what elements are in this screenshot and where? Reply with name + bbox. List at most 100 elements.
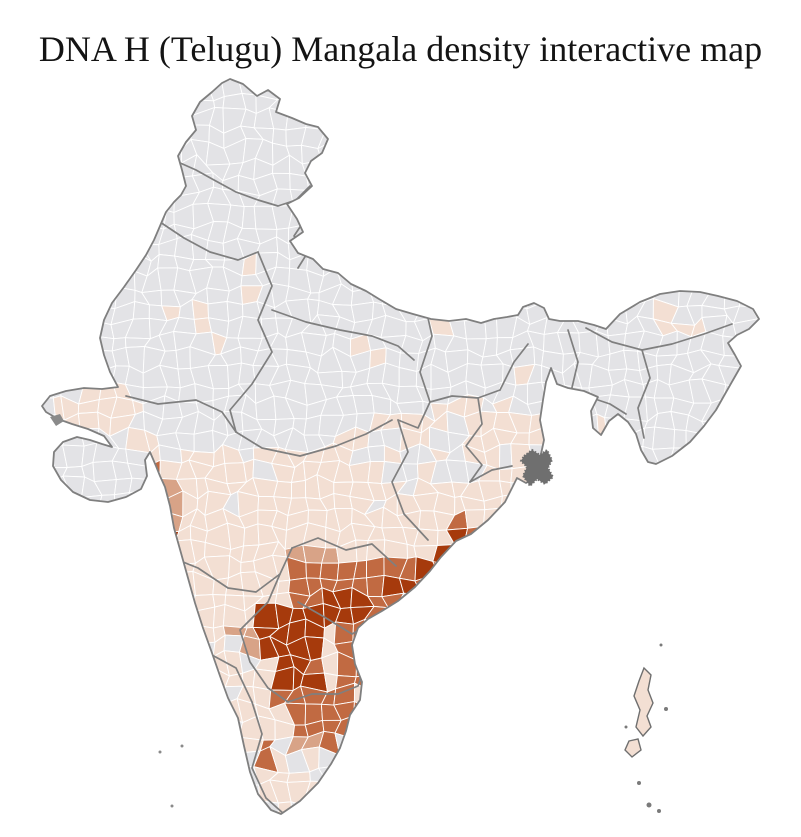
district-cell xyxy=(703,570,721,598)
island-dot[interactable] xyxy=(664,707,668,711)
district-cell xyxy=(752,594,759,610)
district-cell xyxy=(478,574,498,596)
district-cell xyxy=(557,174,581,196)
district-cell xyxy=(766,395,788,419)
district-cell xyxy=(524,527,547,548)
district-cell xyxy=(541,639,562,661)
district-cell xyxy=(574,752,593,770)
island-dot[interactable] xyxy=(659,643,663,647)
district-cell xyxy=(613,138,624,165)
district-cell xyxy=(766,172,783,190)
district-cell xyxy=(717,594,742,614)
district-cell xyxy=(688,779,710,799)
district-cell xyxy=(112,139,129,166)
district-cell xyxy=(606,766,628,790)
district-cell xyxy=(637,154,664,177)
district-cell xyxy=(785,588,799,613)
island-dot[interactable] xyxy=(646,802,652,808)
district-cell xyxy=(575,700,598,725)
district-cell xyxy=(62,751,86,774)
district-cell xyxy=(463,748,487,772)
islands[interactable] xyxy=(50,414,668,813)
district-cell xyxy=(686,747,711,771)
district-cell xyxy=(306,175,328,194)
district-cell xyxy=(557,641,580,661)
district-cell xyxy=(722,398,738,421)
district-cell xyxy=(349,107,369,134)
district-cell xyxy=(734,811,757,814)
district-cell xyxy=(732,705,759,726)
district-cell xyxy=(110,512,136,530)
district-cell xyxy=(749,267,759,291)
district-cell xyxy=(556,811,575,814)
island-dot[interactable] xyxy=(657,809,661,813)
district-cell xyxy=(444,224,466,245)
district-cell xyxy=(670,558,689,576)
district-cell xyxy=(144,143,165,166)
district-cell xyxy=(659,494,680,513)
lakshadweep-island-dot[interactable] xyxy=(170,804,174,808)
district-cell xyxy=(364,619,386,645)
district-cell xyxy=(765,659,788,671)
district-cell xyxy=(577,785,600,803)
district-cell xyxy=(560,218,583,244)
district-cell xyxy=(772,609,785,629)
district-cell xyxy=(110,830,132,837)
district-cell xyxy=(524,510,550,530)
lakshadweep-island-dot[interactable] xyxy=(180,744,184,748)
district-cell xyxy=(258,800,279,814)
district-cell xyxy=(782,255,801,269)
district-cell xyxy=(478,747,501,772)
district-cell xyxy=(416,266,436,290)
district-cell xyxy=(42,576,52,595)
district-cell xyxy=(576,172,595,196)
district-cell xyxy=(783,623,801,642)
district-cell xyxy=(42,796,53,814)
district-cell xyxy=(771,416,791,433)
island-dot[interactable] xyxy=(637,781,641,785)
district-cell xyxy=(544,795,567,814)
district-cell xyxy=(206,831,231,837)
district-cell xyxy=(450,79,467,85)
district-cell xyxy=(48,299,63,325)
district-cell xyxy=(132,524,150,549)
andaman-island-south[interactable] xyxy=(624,738,642,758)
sundarbans-delta-patch[interactable] xyxy=(519,448,555,488)
district-cell xyxy=(93,781,115,803)
lakshadweep-island-dot[interactable] xyxy=(158,750,162,754)
district-cell xyxy=(608,546,631,561)
district-cell xyxy=(783,607,801,626)
district-cell xyxy=(751,62,771,78)
district-cells[interactable] xyxy=(29,59,801,837)
district-cell xyxy=(92,97,118,113)
island-dot[interactable] xyxy=(624,725,628,729)
district-cell xyxy=(389,144,405,162)
district-cell xyxy=(110,250,135,273)
district-cell xyxy=(574,466,595,486)
district-cell xyxy=(240,560,256,574)
district-cell xyxy=(42,301,56,325)
district-cell xyxy=(93,747,118,765)
district-cell xyxy=(770,78,791,94)
district-cell xyxy=(460,635,480,655)
district-cell xyxy=(173,656,194,678)
district-cell xyxy=(433,572,456,598)
district-cell xyxy=(46,572,71,597)
district-cell xyxy=(444,802,471,814)
district-cell xyxy=(415,699,439,724)
andaman-island[interactable] xyxy=(633,666,654,738)
district-cell xyxy=(595,527,616,549)
district-cell xyxy=(415,683,438,702)
kutch-islet[interactable] xyxy=(50,414,64,426)
district-cell xyxy=(80,730,99,753)
district-cell xyxy=(77,204,102,227)
district-cell xyxy=(637,542,661,562)
district-cell xyxy=(62,731,86,754)
district-cell xyxy=(721,829,741,837)
district-cell xyxy=(610,490,628,516)
district-cell xyxy=(334,779,357,806)
district-cell xyxy=(445,252,471,277)
district-cell xyxy=(61,287,86,307)
district-cell xyxy=(384,636,403,659)
